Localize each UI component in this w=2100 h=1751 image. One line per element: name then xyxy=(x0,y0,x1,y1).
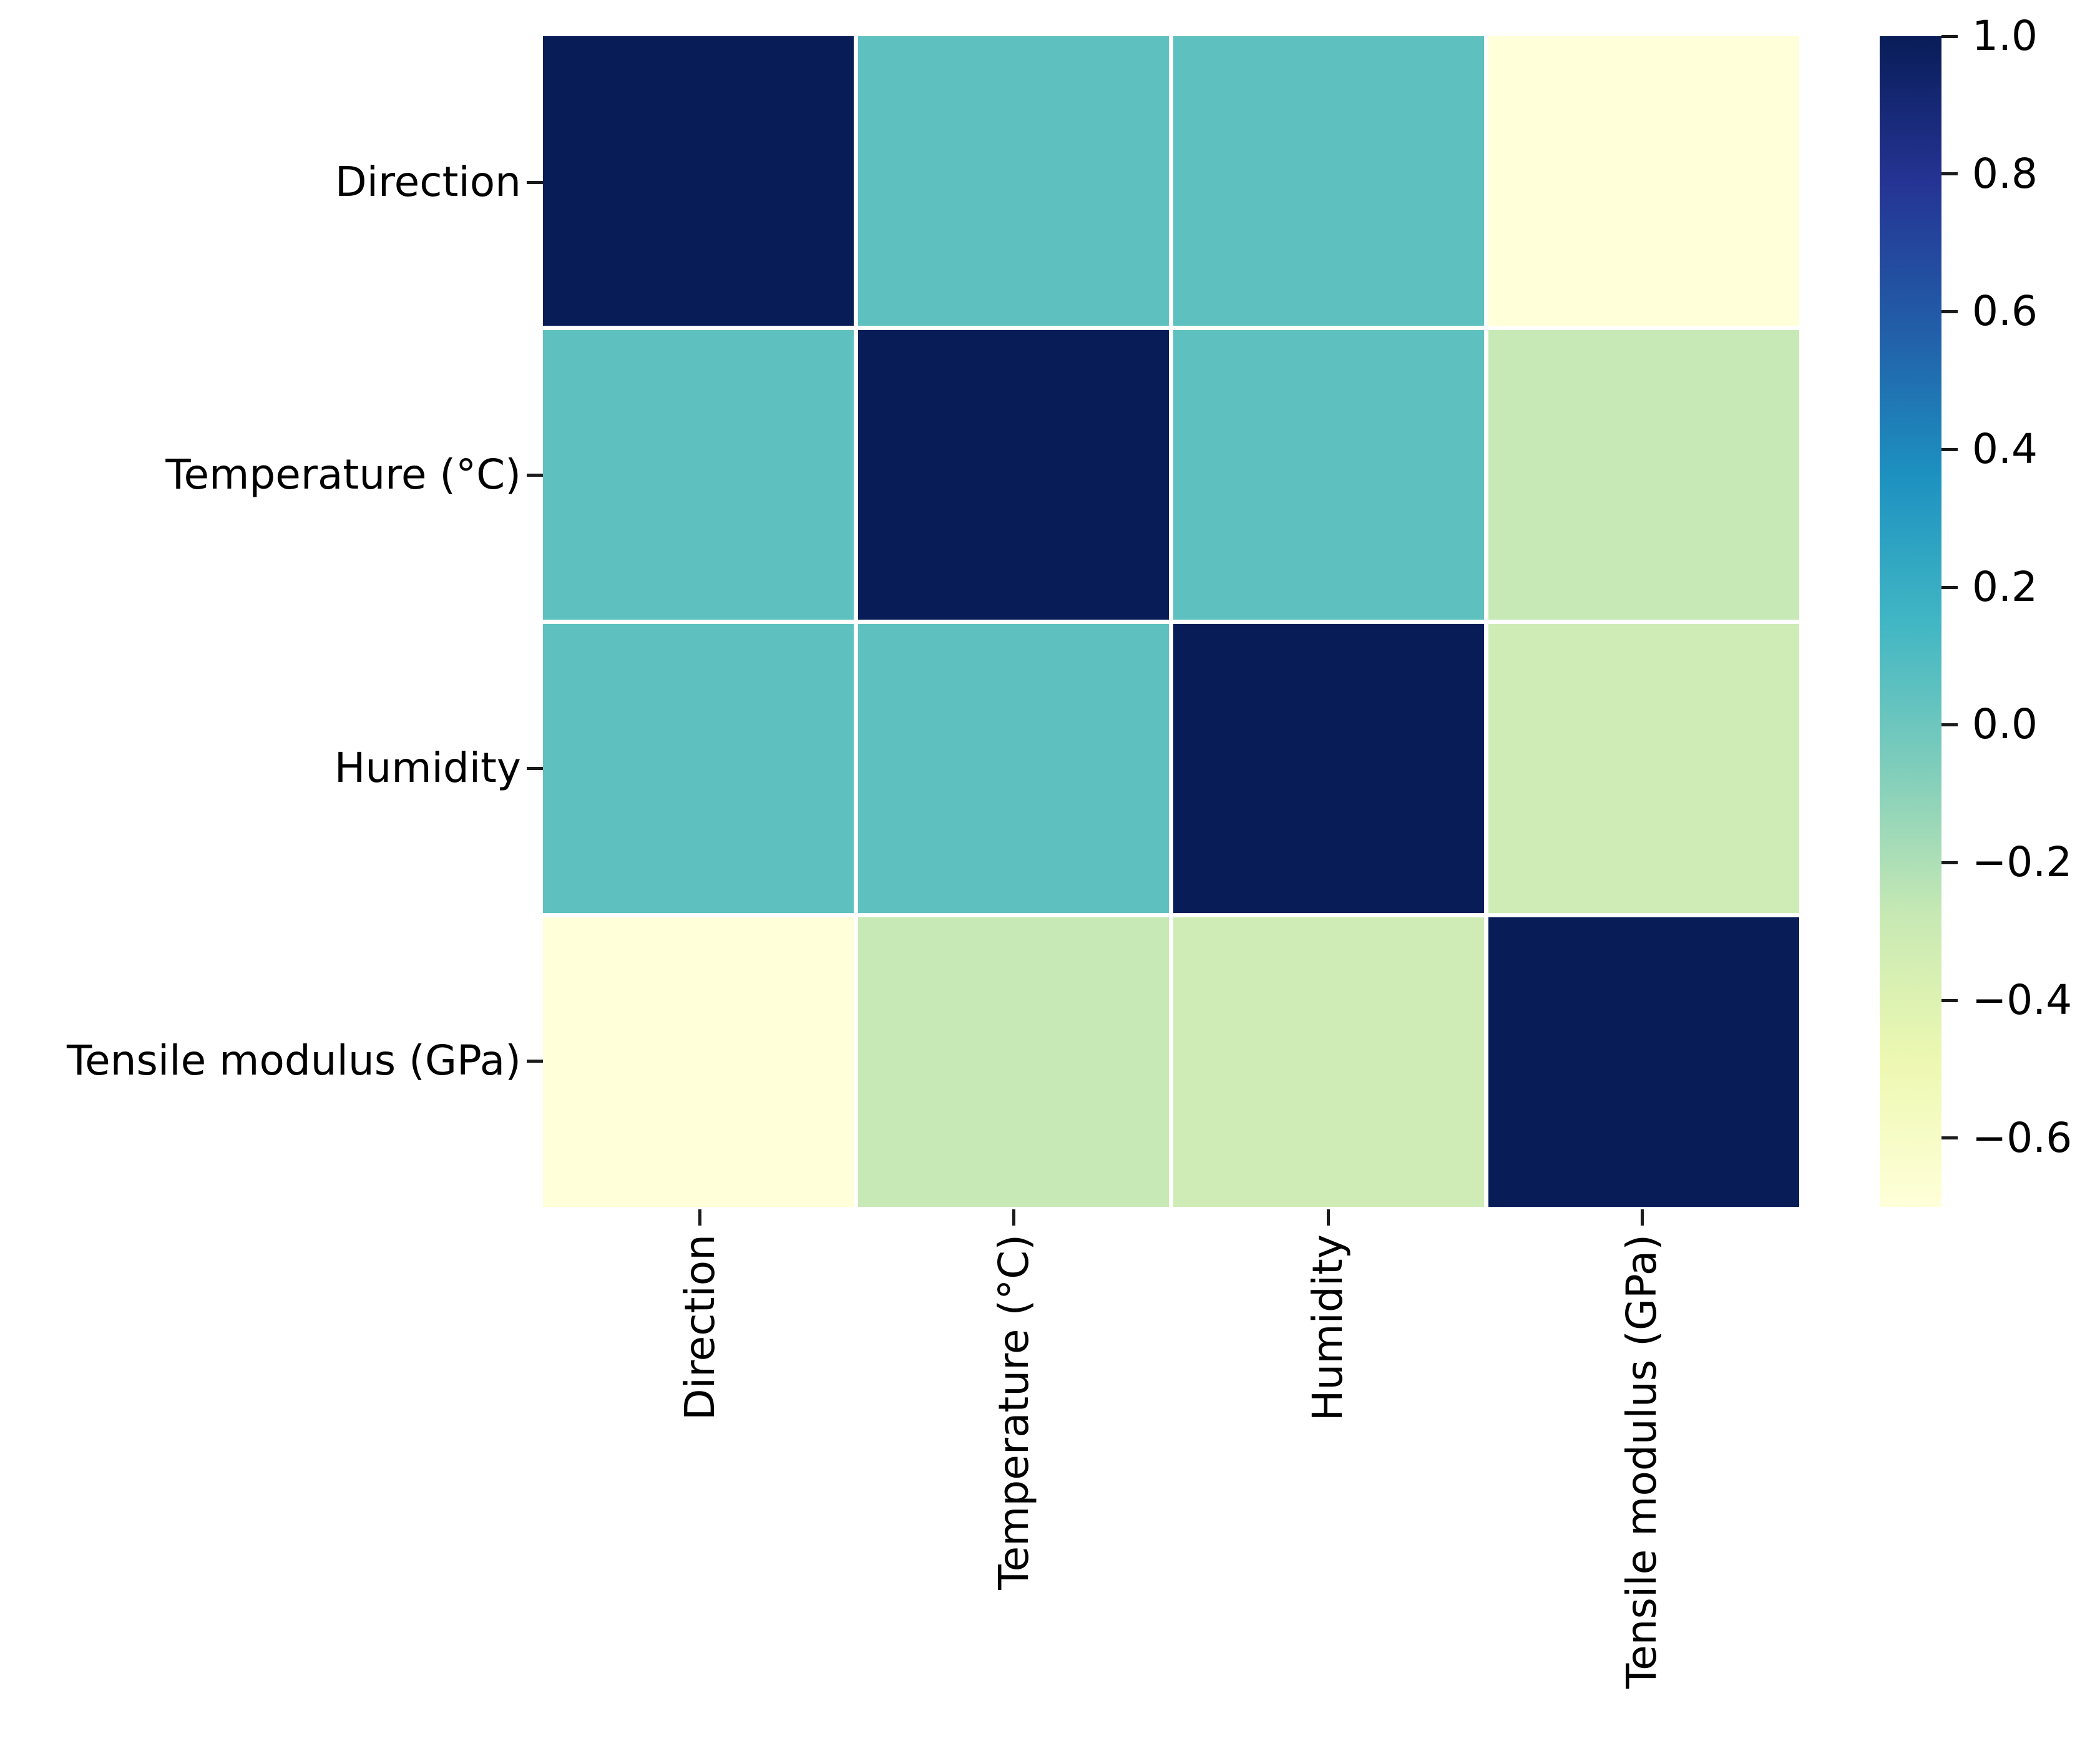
heatmap-cell-2-0 xyxy=(543,623,854,914)
heatmap-cell-1-0 xyxy=(543,329,854,620)
heatmap-cell-1-3 xyxy=(1488,329,1799,620)
heatmap-cell-2-3 xyxy=(1488,623,1799,914)
heatmap-cell-3-1 xyxy=(858,917,1169,1207)
colorbar-tick-label: 0.2 xyxy=(1972,563,2038,611)
x-tick-mark xyxy=(1012,1209,1015,1226)
heatmap-cell-1-2 xyxy=(1173,329,1484,620)
colorbar-tick-label: 0.0 xyxy=(1972,700,2038,748)
x-tick-label: Temperature (°C) xyxy=(990,1234,1038,1590)
heatmap-cell-0-1 xyxy=(858,36,1169,326)
x-tick-label: Direction xyxy=(676,1234,724,1421)
y-tick-mark xyxy=(527,767,543,770)
heatmap-cell-3-0 xyxy=(543,917,854,1207)
heatmap-cell-2-2 xyxy=(1173,623,1484,914)
colorbar-tick-label: 0.6 xyxy=(1972,287,2038,335)
x-tick-mark xyxy=(1641,1209,1644,1226)
colorbar-tick-mark xyxy=(1941,1136,1958,1139)
colorbar-tick-label: −0.6 xyxy=(1972,1114,2073,1162)
colorbar-tick-mark xyxy=(1941,586,1958,589)
colorbar-tick-mark xyxy=(1941,310,1958,313)
heatmap-cell-3-3 xyxy=(1488,917,1799,1207)
colorbar-tick-mark xyxy=(1941,723,1958,726)
colorbar-tick-label: 0.8 xyxy=(1972,150,2038,198)
heatmap-grid xyxy=(543,36,1799,1207)
colorbar-tick-label: 0.4 xyxy=(1972,425,2038,473)
y-tick-mark xyxy=(527,181,543,184)
colorbar-tick-label: 1.0 xyxy=(1972,12,2038,60)
colorbar-tick-mark xyxy=(1941,448,1958,451)
heatmap-cell-0-3 xyxy=(1488,36,1799,326)
x-tick-mark xyxy=(698,1209,701,1226)
y-tick-mark xyxy=(527,474,543,477)
heatmap-cell-1-1 xyxy=(858,329,1169,620)
y-tick-label: Tensile modulus (GPa) xyxy=(66,1036,521,1085)
colorbar xyxy=(1880,36,1941,1207)
heatmap-cell-2-1 xyxy=(858,623,1169,914)
y-tick-mark xyxy=(527,1060,543,1063)
colorbar-tick-label: −0.2 xyxy=(1972,838,2073,886)
heatmap-cell-3-2 xyxy=(1173,917,1484,1207)
x-tick-label: Tensile modulus (GPa) xyxy=(1618,1234,1666,1689)
y-tick-label: Temperature (°C) xyxy=(165,451,521,499)
heatmap-cell-0-0 xyxy=(543,36,854,326)
x-tick-label: Humidity xyxy=(1304,1234,1352,1422)
colorbar-tick-mark xyxy=(1941,172,1958,175)
colorbar-tick-mark xyxy=(1941,861,1958,864)
heatmap-cell-0-2 xyxy=(1173,36,1484,326)
y-tick-label: Humidity xyxy=(334,744,521,792)
colorbar-tick-mark xyxy=(1941,35,1958,38)
x-tick-mark xyxy=(1327,1209,1330,1226)
colorbar-tick-label: −0.4 xyxy=(1972,976,2073,1024)
y-tick-label: Direction xyxy=(335,158,521,206)
colorbar-tick-mark xyxy=(1941,999,1958,1002)
